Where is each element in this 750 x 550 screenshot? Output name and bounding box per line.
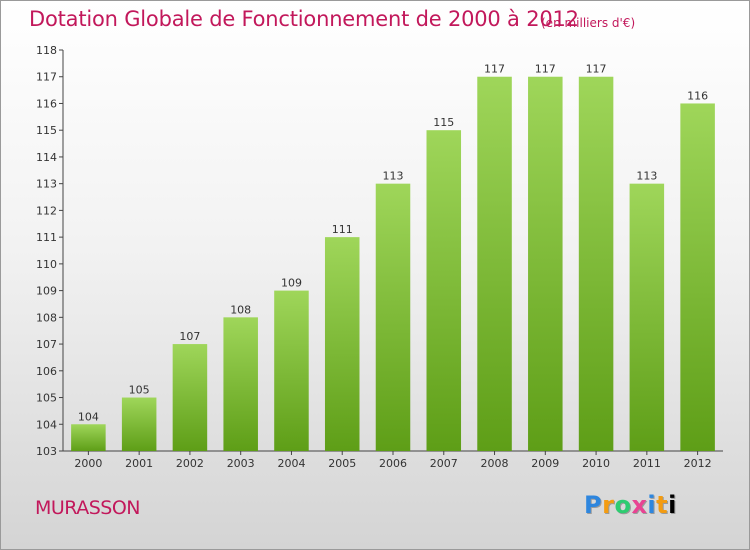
bar-2008 <box>477 76 512 451</box>
y-tick-label: 117 <box>36 71 57 84</box>
chart-bars: 104 105 107 108 109 111 113 115 117 117 117 113 116 <box>71 63 715 451</box>
bar-2010 <box>578 76 614 451</box>
commune-name: MURASSON <box>35 497 141 519</box>
y-tick-label: 112 <box>36 204 57 217</box>
data-label-2003: 108 <box>230 303 251 316</box>
data-label-2008: 117 <box>484 63 505 76</box>
y-tick-label: 114 <box>36 151 57 164</box>
x-tick-label: 2001 <box>125 457 153 470</box>
data-label-2005: 111 <box>332 223 353 236</box>
bar-2007 <box>426 130 462 451</box>
bar-2006 <box>375 183 411 451</box>
y-tick-label: 106 <box>36 365 57 378</box>
bar-2005 <box>324 237 360 451</box>
bar-2012 <box>680 103 715 451</box>
x-tick-label: 2000 <box>74 457 102 470</box>
x-tick-label: 2005 <box>328 457 356 470</box>
data-label-2007: 115 <box>433 116 454 129</box>
x-tick-label: 2006 <box>379 457 407 470</box>
data-label-2010: 117 <box>586 63 607 76</box>
x-tick-label: 2002 <box>176 457 204 470</box>
y-tick-label: 113 <box>36 178 57 191</box>
x-tick-label: 2010 <box>582 457 610 470</box>
data-label-2000: 104 <box>78 410 99 423</box>
y-tick-label: 115 <box>36 124 57 137</box>
x-tick-label: 2009 <box>531 457 559 470</box>
chart-subtitle: (en milliers d'€) <box>541 16 636 30</box>
y-tick-label: 109 <box>36 285 57 298</box>
bar-2009 <box>528 76 563 451</box>
y-tick-label: 105 <box>36 392 57 405</box>
data-label-2002: 107 <box>179 330 200 343</box>
y-tick-label: 103 <box>36 445 57 458</box>
x-tick-label: 2012 <box>684 457 712 470</box>
data-label-2001: 105 <box>129 384 150 397</box>
x-tick-label: 2004 <box>277 457 305 470</box>
bar-2002 <box>172 344 208 451</box>
y-tick-label: 110 <box>36 258 57 271</box>
data-label-2006: 113 <box>383 170 404 183</box>
chart-title: Dotation Globale de Fonctionnement de 20… <box>29 7 579 31</box>
bar-2011 <box>629 183 665 451</box>
bar-2003 <box>223 317 258 451</box>
x-tick-label: 2011 <box>633 457 661 470</box>
x-tick-label: 2003 <box>227 457 255 470</box>
y-tick-label: 107 <box>36 338 57 351</box>
x-tick-label: 2008 <box>481 457 509 470</box>
data-label-2009: 117 <box>535 63 556 76</box>
x-tick-label: 2007 <box>430 457 458 470</box>
y-tick-label: 111 <box>36 231 57 244</box>
data-label-2004: 109 <box>281 277 302 290</box>
y-tick-label: 104 <box>36 418 57 431</box>
chart-axes: 1031041051061071081091101111121131141151… <box>36 44 723 470</box>
data-label-2012: 116 <box>687 89 708 102</box>
bar-2000 <box>71 424 106 451</box>
data-label-2011: 113 <box>636 170 657 183</box>
y-tick-label: 116 <box>36 97 57 110</box>
bar-2001 <box>121 397 157 451</box>
y-tick-label: 108 <box>36 311 57 324</box>
bar-2004 <box>274 290 309 451</box>
y-tick-label: 118 <box>36 44 57 57</box>
proxiti-logo: Proxiti <box>584 491 677 519</box>
